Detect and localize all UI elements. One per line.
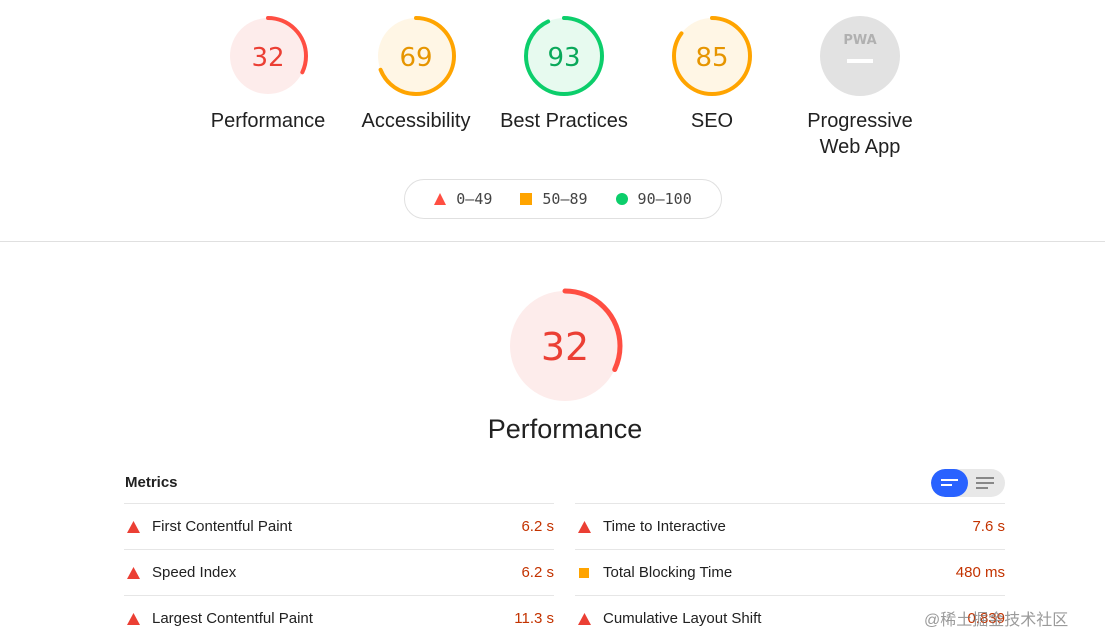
performance-gauge: 32 bbox=[507, 288, 623, 404]
legend-range: 90–100 bbox=[637, 190, 692, 208]
metrics-column-left: First Contentful Paint 6.2 s Speed Index… bbox=[124, 503, 554, 641]
fail-triangle-icon bbox=[578, 612, 591, 625]
gauge-ring: 69 bbox=[376, 16, 456, 96]
metric-value: 6.2 s bbox=[521, 518, 554, 535]
gauge-label: Accessibility bbox=[361, 110, 471, 132]
metric-value: 6.2 s bbox=[521, 564, 554, 581]
metric-name: First Contentful Paint bbox=[152, 518, 293, 535]
gauge-best-practices[interactable]: 93 Best Practices bbox=[494, 14, 634, 134]
gauge-seo[interactable]: 85 SEO bbox=[642, 14, 782, 134]
gauge-ring: 32 bbox=[228, 16, 308, 96]
performance-title: Performance bbox=[487, 414, 643, 444]
metric-row: Cumulative Layout Shift 0.839 bbox=[575, 595, 1005, 641]
circle-icon bbox=[615, 193, 628, 205]
legend-item-average: 50–89 bbox=[520, 190, 588, 208]
fail-triangle-icon bbox=[578, 520, 591, 533]
metric-value: 480 ms bbox=[955, 564, 1005, 581]
square-icon bbox=[520, 193, 533, 205]
legend-item-fail: 0–49 bbox=[434, 190, 492, 208]
gauge-label: SEO bbox=[690, 110, 734, 132]
gauge-label: Performance bbox=[210, 110, 326, 132]
legend-range: 50–89 bbox=[542, 190, 588, 208]
fail-triangle-icon bbox=[127, 612, 140, 625]
metric-name: Largest Contentful Paint bbox=[152, 610, 313, 627]
gauge-accessibility[interactable]: 69 Accessibility bbox=[346, 14, 486, 134]
gauge-ring: 85 bbox=[672, 16, 752, 96]
gauge-performance[interactable]: 32 Performance bbox=[198, 14, 338, 134]
gauge-pwa[interactable]: PWA Progressive Web App bbox=[790, 14, 930, 160]
gauge-score: 85 bbox=[695, 43, 728, 73]
gauge-label: Progressive Web App bbox=[807, 110, 913, 158]
detail-lines-icon[interactable] bbox=[976, 477, 994, 489]
pwa-logo-text: PWA bbox=[843, 33, 876, 48]
watermark: @稀土掘金技术社区 bbox=[924, 612, 1069, 629]
metrics-heading: Metrics bbox=[125, 474, 178, 491]
metric-value: 7.6 s bbox=[972, 518, 1005, 535]
pwa-dash-icon bbox=[847, 59, 873, 63]
metric-name: Speed Index bbox=[152, 564, 237, 581]
metric-row: First Contentful Paint 6.2 s bbox=[124, 503, 554, 549]
fail-triangle-icon bbox=[127, 566, 140, 579]
pwa-badge: PWA bbox=[820, 16, 900, 96]
metric-value: 11.3 s bbox=[514, 610, 554, 627]
triangle-icon bbox=[434, 193, 447, 205]
metric-row: Speed Index 6.2 s bbox=[124, 549, 554, 595]
gauge-score: 93 bbox=[547, 43, 580, 73]
metric-name: Cumulative Layout Shift bbox=[603, 610, 762, 627]
metrics-column-right: Time to Interactive 7.6 s Total Blocking… bbox=[575, 503, 1005, 641]
summary-view-button[interactable] bbox=[931, 469, 968, 497]
gauge-ring: 93 bbox=[524, 16, 604, 96]
legend-item-pass: 90–100 bbox=[615, 190, 692, 208]
category-gauges: 32 Performance 69 Accessibility 93 Best … bbox=[0, 14, 1105, 164]
section-divider bbox=[0, 241, 1105, 242]
gauge-label: Best Practices bbox=[500, 110, 628, 132]
metric-value: 0.839 bbox=[967, 610, 1005, 627]
metric-row: Largest Contentful Paint 11.3 s bbox=[124, 595, 554, 641]
metric-name: Total Blocking Time bbox=[603, 564, 733, 581]
average-square-icon bbox=[579, 567, 589, 578]
performance-score: 32 bbox=[541, 325, 589, 369]
gauge-score: 32 bbox=[251, 43, 284, 73]
gauge-score: 69 bbox=[399, 43, 432, 73]
fail-triangle-icon bbox=[127, 520, 140, 533]
legend-range: 0–49 bbox=[456, 190, 493, 208]
score-legend: 0–49 50–89 90–100 bbox=[404, 179, 722, 219]
metric-name: Time to Interactive bbox=[603, 518, 726, 535]
short-lines-icon bbox=[941, 479, 958, 486]
metrics-view-toggle[interactable] bbox=[931, 469, 1005, 497]
metric-row: Total Blocking Time 480 ms bbox=[575, 549, 1005, 595]
metric-row: Time to Interactive 7.6 s bbox=[575, 503, 1005, 549]
